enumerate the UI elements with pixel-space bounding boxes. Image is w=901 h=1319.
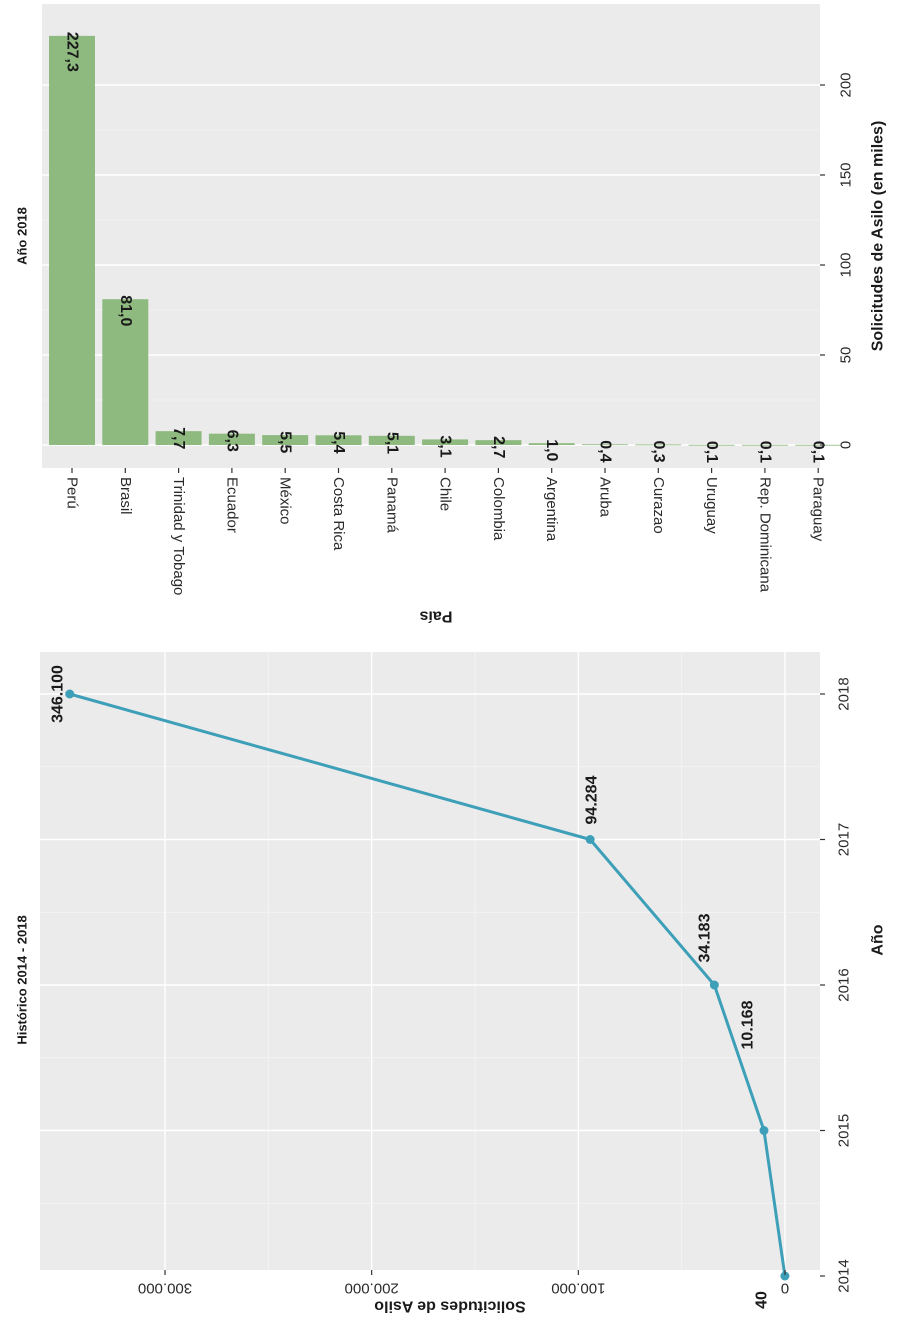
- line-value-tick-label: 300.000: [138, 1280, 192, 1297]
- line-point: [709, 980, 719, 990]
- bar-category-label: Ecuador: [223, 477, 240, 533]
- line-chart-ticks: 0 100.000 200.000 300.000 2014 2015 2016 2017 20…: [138, 677, 853, 1296]
- bar-value-tick-label: 100: [838, 252, 855, 277]
- bar-data-label: 7,7: [170, 427, 187, 449]
- bar-data-label: 0,3: [650, 440, 667, 462]
- bar: [102, 299, 149, 445]
- line-value-tick-label: 100.000: [551, 1280, 605, 1297]
- line-year-tick-label: 2016: [836, 968, 853, 1001]
- bar-value-tick-label: 0: [838, 441, 855, 449]
- bar-data-label: 1,0: [543, 439, 560, 461]
- bar-chart-category-labels: Perú Brasil Trinidad y Tobago Ecuador México…: [64, 468, 827, 595]
- line-value-tick-label: 0: [781, 1280, 789, 1297]
- bar-data-label: 81,0: [117, 295, 134, 326]
- bar-category-label: Brasil: [117, 477, 134, 515]
- bar-data-label: 5,5: [277, 431, 294, 453]
- bar-data-label: 3,1: [437, 435, 454, 457]
- bar-chart-value-axis-title: Solicitudes de Asilo (en miles): [870, 121, 887, 352]
- bar-data-label: 0,4: [597, 440, 614, 462]
- bar: [315, 435, 362, 445]
- bar: [528, 443, 575, 445]
- bar-data-label: 5,1: [383, 432, 400, 454]
- bar-category-label: Chile: [437, 477, 454, 511]
- line-chart-asylum-history: 40 10.168 34.183 94.284 346.100 0 100.000 200.…: [15, 652, 887, 1315]
- bar-data-label: 2,7: [490, 436, 507, 458]
- line-data-label: 346.100: [50, 665, 67, 723]
- line-value-tick-label: 200.000: [345, 1280, 399, 1297]
- line-chart-data-labels: 40 10.168 34.183 94.284 346.100: [50, 665, 771, 1309]
- line-data-label: 40: [754, 1291, 771, 1309]
- bar-category-label: Curazao: [650, 477, 667, 534]
- bar-chart-value-ticks: 0 50 100 150 200: [820, 72, 855, 449]
- bar-chart-title: Año 2018: [15, 207, 30, 265]
- line-data-label: 10.168: [740, 1000, 757, 1049]
- bar-data-label: 6,3: [223, 430, 240, 452]
- bar-data-label: 227,3: [64, 32, 81, 72]
- bar-data-label: 0,1: [703, 441, 720, 463]
- bar-category-label: Uruguay: [703, 477, 720, 534]
- line-year-tick-label: 2017: [836, 823, 853, 856]
- line-data-label: 94.284: [584, 775, 601, 824]
- line-chart-gridlines: [40, 652, 820, 1277]
- bar-category-label: Argentina: [543, 477, 560, 542]
- line-year-tick-label: 2015: [836, 1114, 853, 1147]
- bar-chart-bars: 227,3 81,0 7,7 6,3 5,5 5,4 5,1 3,1 2,7 1,0 0,4 0,3 0…: [49, 32, 842, 463]
- bar: [635, 444, 682, 446]
- line-point: [585, 835, 595, 844]
- line-point: [759, 1126, 769, 1135]
- bar: [741, 444, 788, 446]
- bar: [208, 433, 255, 445]
- bar-chart-country-axis-title: País: [419, 608, 452, 625]
- bar: [262, 435, 309, 445]
- line-year-tick-label: 2018: [836, 677, 853, 710]
- line-point: [780, 1271, 790, 1281]
- bar-value-tick-label: 50: [838, 347, 855, 364]
- line-chart-title: Histórico 2014 - 2018: [15, 915, 30, 1044]
- bar-category-label: México: [277, 477, 294, 525]
- line-chart-points: [65, 689, 790, 1281]
- bar: [582, 444, 628, 446]
- bar-category-label: Colombia: [490, 477, 507, 541]
- bar-category-label: Paraguay: [810, 477, 827, 542]
- bar-chart-gridlines: [42, 84, 820, 446]
- bar: [368, 435, 415, 445]
- bar-data-label: 5,4: [330, 431, 347, 453]
- bar: [475, 440, 522, 445]
- bar-category-label: Trinidad y Tobago: [170, 477, 187, 595]
- bar-category-label: Rep. Dominicana: [756, 477, 773, 593]
- line-chart-year-axis-title: Año: [870, 924, 887, 955]
- bar-category-label: Costa Rica: [330, 477, 347, 551]
- bar-category-label: Panamá: [383, 477, 400, 534]
- bar: [422, 439, 469, 445]
- bar-category-label: Perú: [64, 477, 81, 509]
- line-chart-value-axis-title: Solicitudes de Asilo: [374, 1298, 526, 1315]
- bar-data-label: 0,1: [756, 441, 773, 463]
- bar-data-label: 0,1: [810, 441, 827, 463]
- bar: [49, 35, 95, 446]
- line-year-tick-label: 2014: [836, 1259, 853, 1292]
- bar: [795, 444, 842, 446]
- bar-value-tick-label: 200: [838, 72, 855, 97]
- bar-value-tick-label: 150: [838, 162, 855, 187]
- line-chart-panel: [40, 652, 820, 1270]
- bar-chart-panel: [42, 4, 820, 468]
- bar: [688, 444, 735, 446]
- bar: [155, 431, 202, 445]
- line-point: [65, 689, 75, 699]
- bar-category-label: Aruba: [597, 477, 614, 518]
- line-data-label: 34.183: [697, 913, 714, 962]
- bar-chart-asylum-2018: 227,3 81,0 7,7 6,3 5,5 5,4 5,1 3,1 2,7 1,0 0,4 0,3 0…: [15, 4, 887, 625]
